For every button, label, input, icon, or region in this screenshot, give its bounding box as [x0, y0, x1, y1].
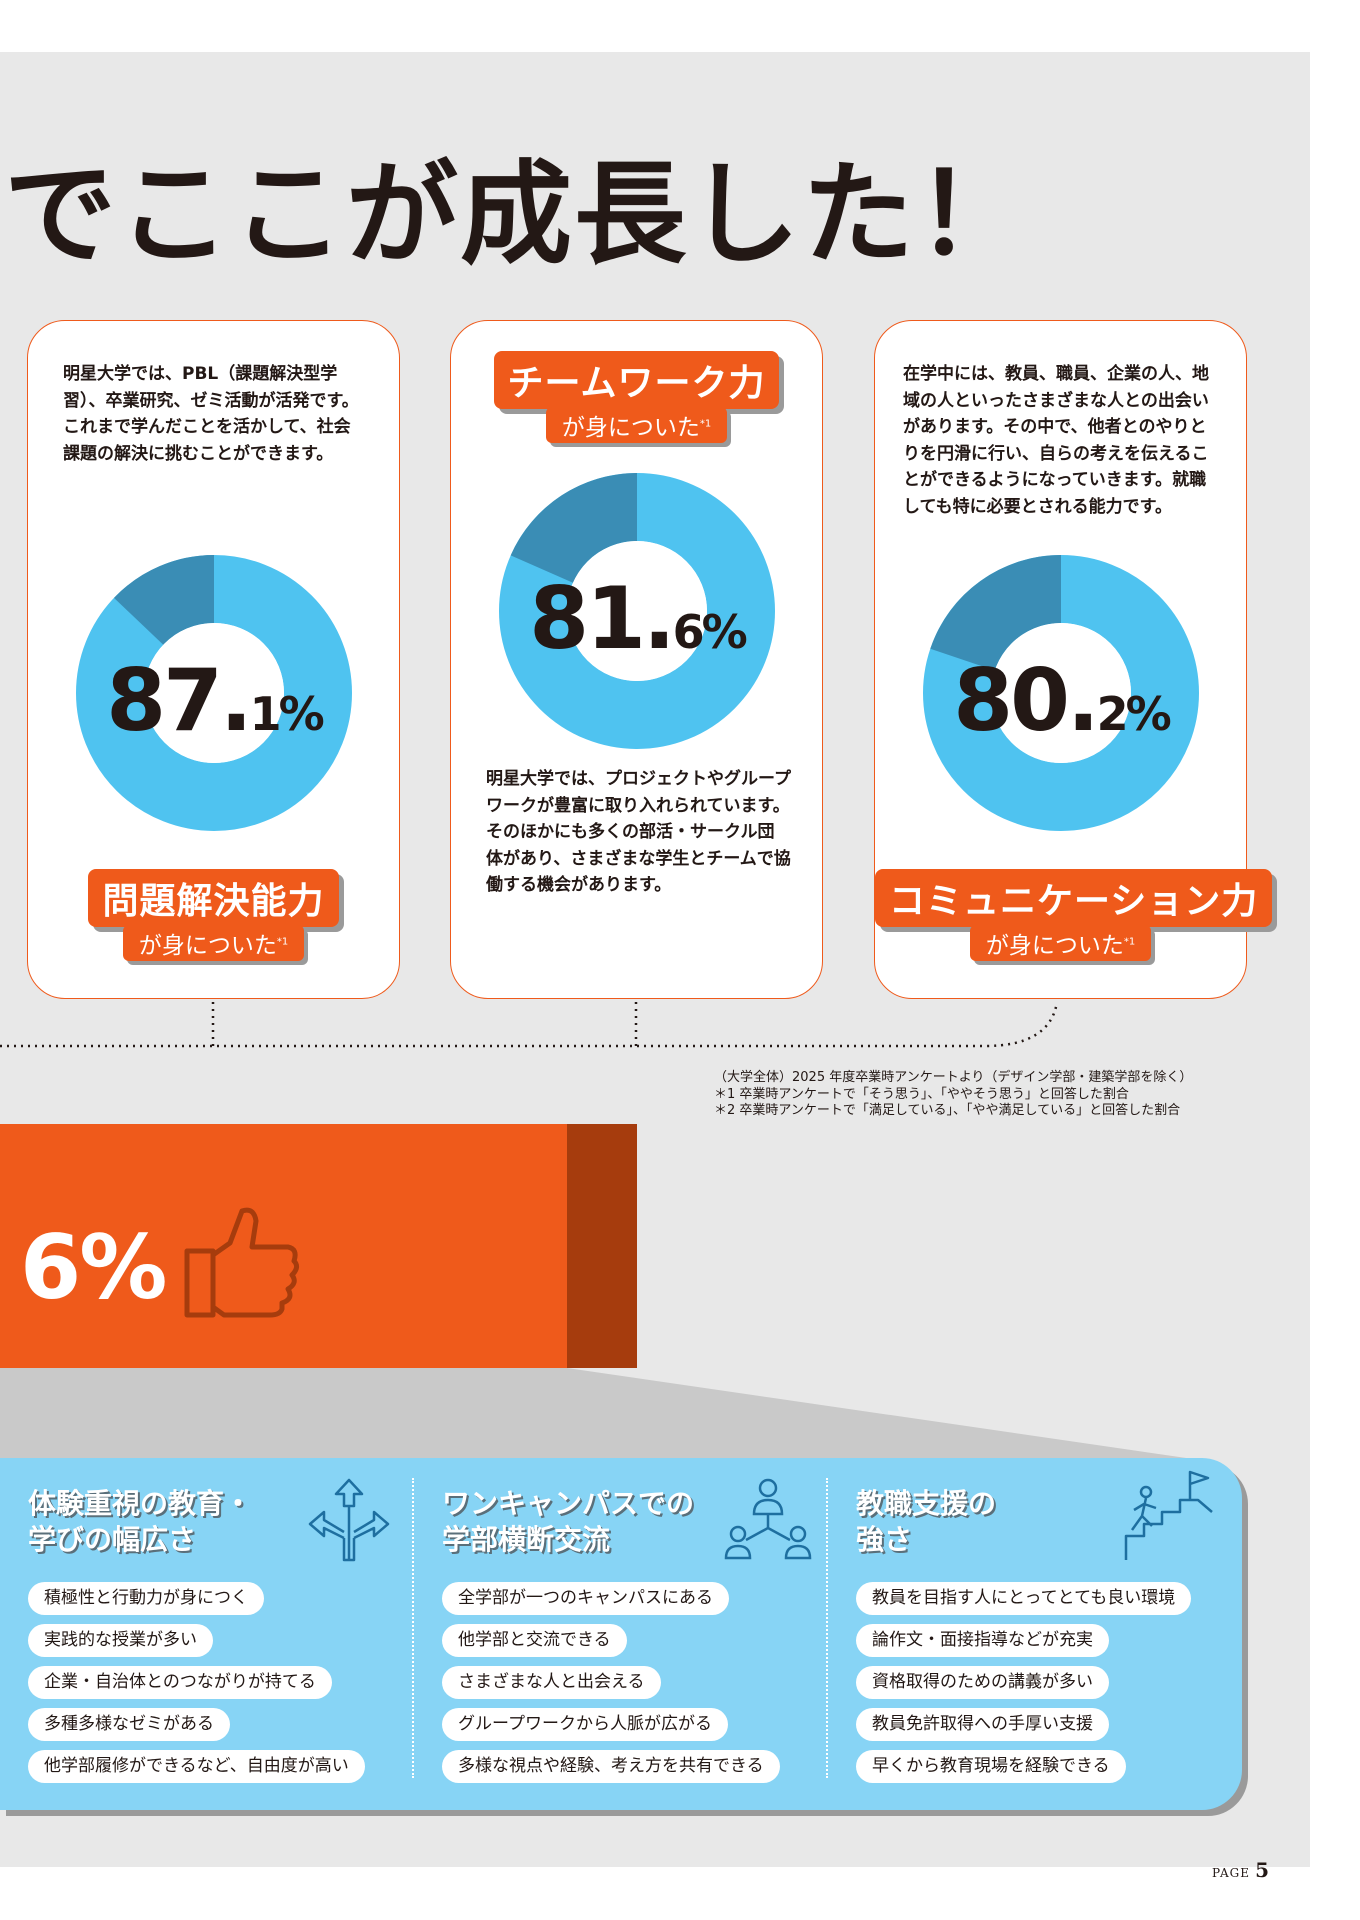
donut-segment-remainder [510, 473, 637, 583]
list-item: さまざまな人と出会える [442, 1666, 661, 1699]
banner-edge [567, 1124, 637, 1368]
list-item: 実践的な授業が多い [28, 1624, 213, 1657]
skill-sublabel: が身についた*1 [545, 407, 728, 443]
list-item: 早くから教育現場を経験できる [856, 1750, 1126, 1783]
card-teamwork: チームワーク力 が身についた*1 81.6% 明星大学では、プロジェクトやグルー… [450, 320, 823, 999]
column-experiential-learning: 体験重視の教育・ 学びの幅広さ 積極性と行動力が身につく 実践的な授業が多い 企業… [0, 1458, 412, 1810]
skill-name: チームワーク力 [493, 351, 780, 409]
column-title: 体験重視の教育・ 学びの幅広さ [28, 1487, 253, 1556]
dotted-connector [0, 1001, 1059, 1048]
donut-chart: 80.2% [921, 553, 1201, 833]
list-item: 教員を目指す人にとってとても良い環境 [856, 1582, 1192, 1615]
list-item: グループワークから人脈が広がる [442, 1708, 728, 1741]
skill-label: 問題解決能力 が身についた*1 [28, 869, 399, 961]
list-item: 他学部履修ができるなど、自由度が高い [28, 1750, 365, 1783]
skill-label: コミュニケーション力 が身についた*1 [875, 869, 1273, 961]
footnote-1: ＊1 卒業時アンケートで「そう思う」、「ややそう思う」と回答した割合 [714, 1086, 1129, 1102]
donut-chart: 81.6% [497, 471, 777, 751]
card-communication: 在学中には、教員、職員、企業の人、地域の人といったさまざまな人との出会いがありま… [874, 320, 1273, 999]
percentage-value: 81.6% [529, 569, 747, 669]
list-item: 資格取得のための講義が多い [856, 1666, 1109, 1699]
list-item: 論作文・面接指導などが充実 [856, 1624, 1109, 1657]
card-description: 在学中には、教員、職員、企業の人、地域の人といったさまざまな人との出会いがありま… [903, 364, 1209, 517]
donut-segment-remainder [930, 555, 1061, 671]
skill-label: チームワーク力 が身についた*1 [451, 351, 822, 443]
column-one-campus: ワンキャンパスでの 学部横断交流 全学部が一つのキャンパスにある 他学部と交流でき… [414, 1458, 826, 1810]
footnote-2: ＊2 卒業時アンケートで「満足している」、「やや満足している」と回答した割合 [714, 1103, 1181, 1118]
climbing-stairs-flag-icon [1124, 1470, 1213, 1560]
percentage-value: 80.2% [953, 651, 1171, 751]
reasons-box: 体験重視の教育・ 学びの幅広さ 積極性と行動力が身につく 実践的な授業が多い 企業… [0, 1458, 1242, 1810]
skill-sublabel: が身についた*1 [969, 925, 1152, 961]
donut-hole [144, 623, 284, 763]
card-description: 明星大学では、PBL（課題解決型学習）、卒業研究、ゼミ活動が活発です。これまで学… [63, 364, 359, 464]
column-title: 教職支援の 強さ [856, 1487, 997, 1556]
list-item: 多種多様なゼミがある [28, 1708, 230, 1741]
page-number: PAGE 5 [1212, 1858, 1269, 1882]
list-item: 企業・自治体とのつながりが持てる [28, 1666, 332, 1699]
percentage-value: 87.1% [106, 651, 324, 751]
page-headline: でここが成長した！ [4, 150, 1030, 280]
donut-chart: 87.1% [74, 553, 354, 833]
column-divider [826, 1478, 828, 1778]
card-description: 明星大学では、プロジェクトやグループワークが豊富に取り入れられています。そのほか… [486, 769, 791, 895]
donut-hole [567, 541, 707, 681]
column-title: ワンキャンパスでの 学部横断交流 [442, 1487, 695, 1556]
list-item: 積極性と行動力が身につく [28, 1582, 264, 1615]
banner-percentage: 6% [20, 1216, 167, 1319]
list-item: 教員免許取得への手厚い支援 [856, 1708, 1109, 1741]
skill-sublabel: が身についた*1 [122, 925, 305, 961]
donut-hole [991, 623, 1131, 763]
footnote-source: （大学全体）2025 年度卒業時アンケートより（デザイン学部・建築学部を除く） [714, 1070, 1193, 1085]
footnotes: （大学全体）2025 年度卒業時アンケートより（デザイン学部・建築学部を除く） … [714, 1070, 1192, 1120]
skill-name: 問題解決能力 [88, 869, 339, 927]
card-problem-solving: 明星大学では、PBL（課題解決型学習）、卒業研究、ゼミ活動が活発です。これまで学… [27, 320, 400, 999]
list-item: 他学部と交流できる [442, 1624, 627, 1657]
skill-name: コミュニケーション力 [875, 869, 1273, 927]
donut-segment-remainder [113, 555, 214, 645]
list-item: 多様な視点や経験、考え方を共有できる [442, 1750, 780, 1783]
list-item: 全学部が一つのキャンパスにある [442, 1582, 729, 1615]
branching-arrows-icon [308, 1478, 390, 1562]
shadow-wedge [0, 1368, 1200, 1460]
column-teacher-support: 教職支援の 強さ 教員を目指す人にとってとても良い環境 論作文・面接指導などが充実… [828, 1458, 1242, 1810]
thumbs-up-icon [184, 1207, 300, 1318]
people-network-icon [724, 1478, 812, 1560]
column-divider [412, 1478, 414, 1778]
